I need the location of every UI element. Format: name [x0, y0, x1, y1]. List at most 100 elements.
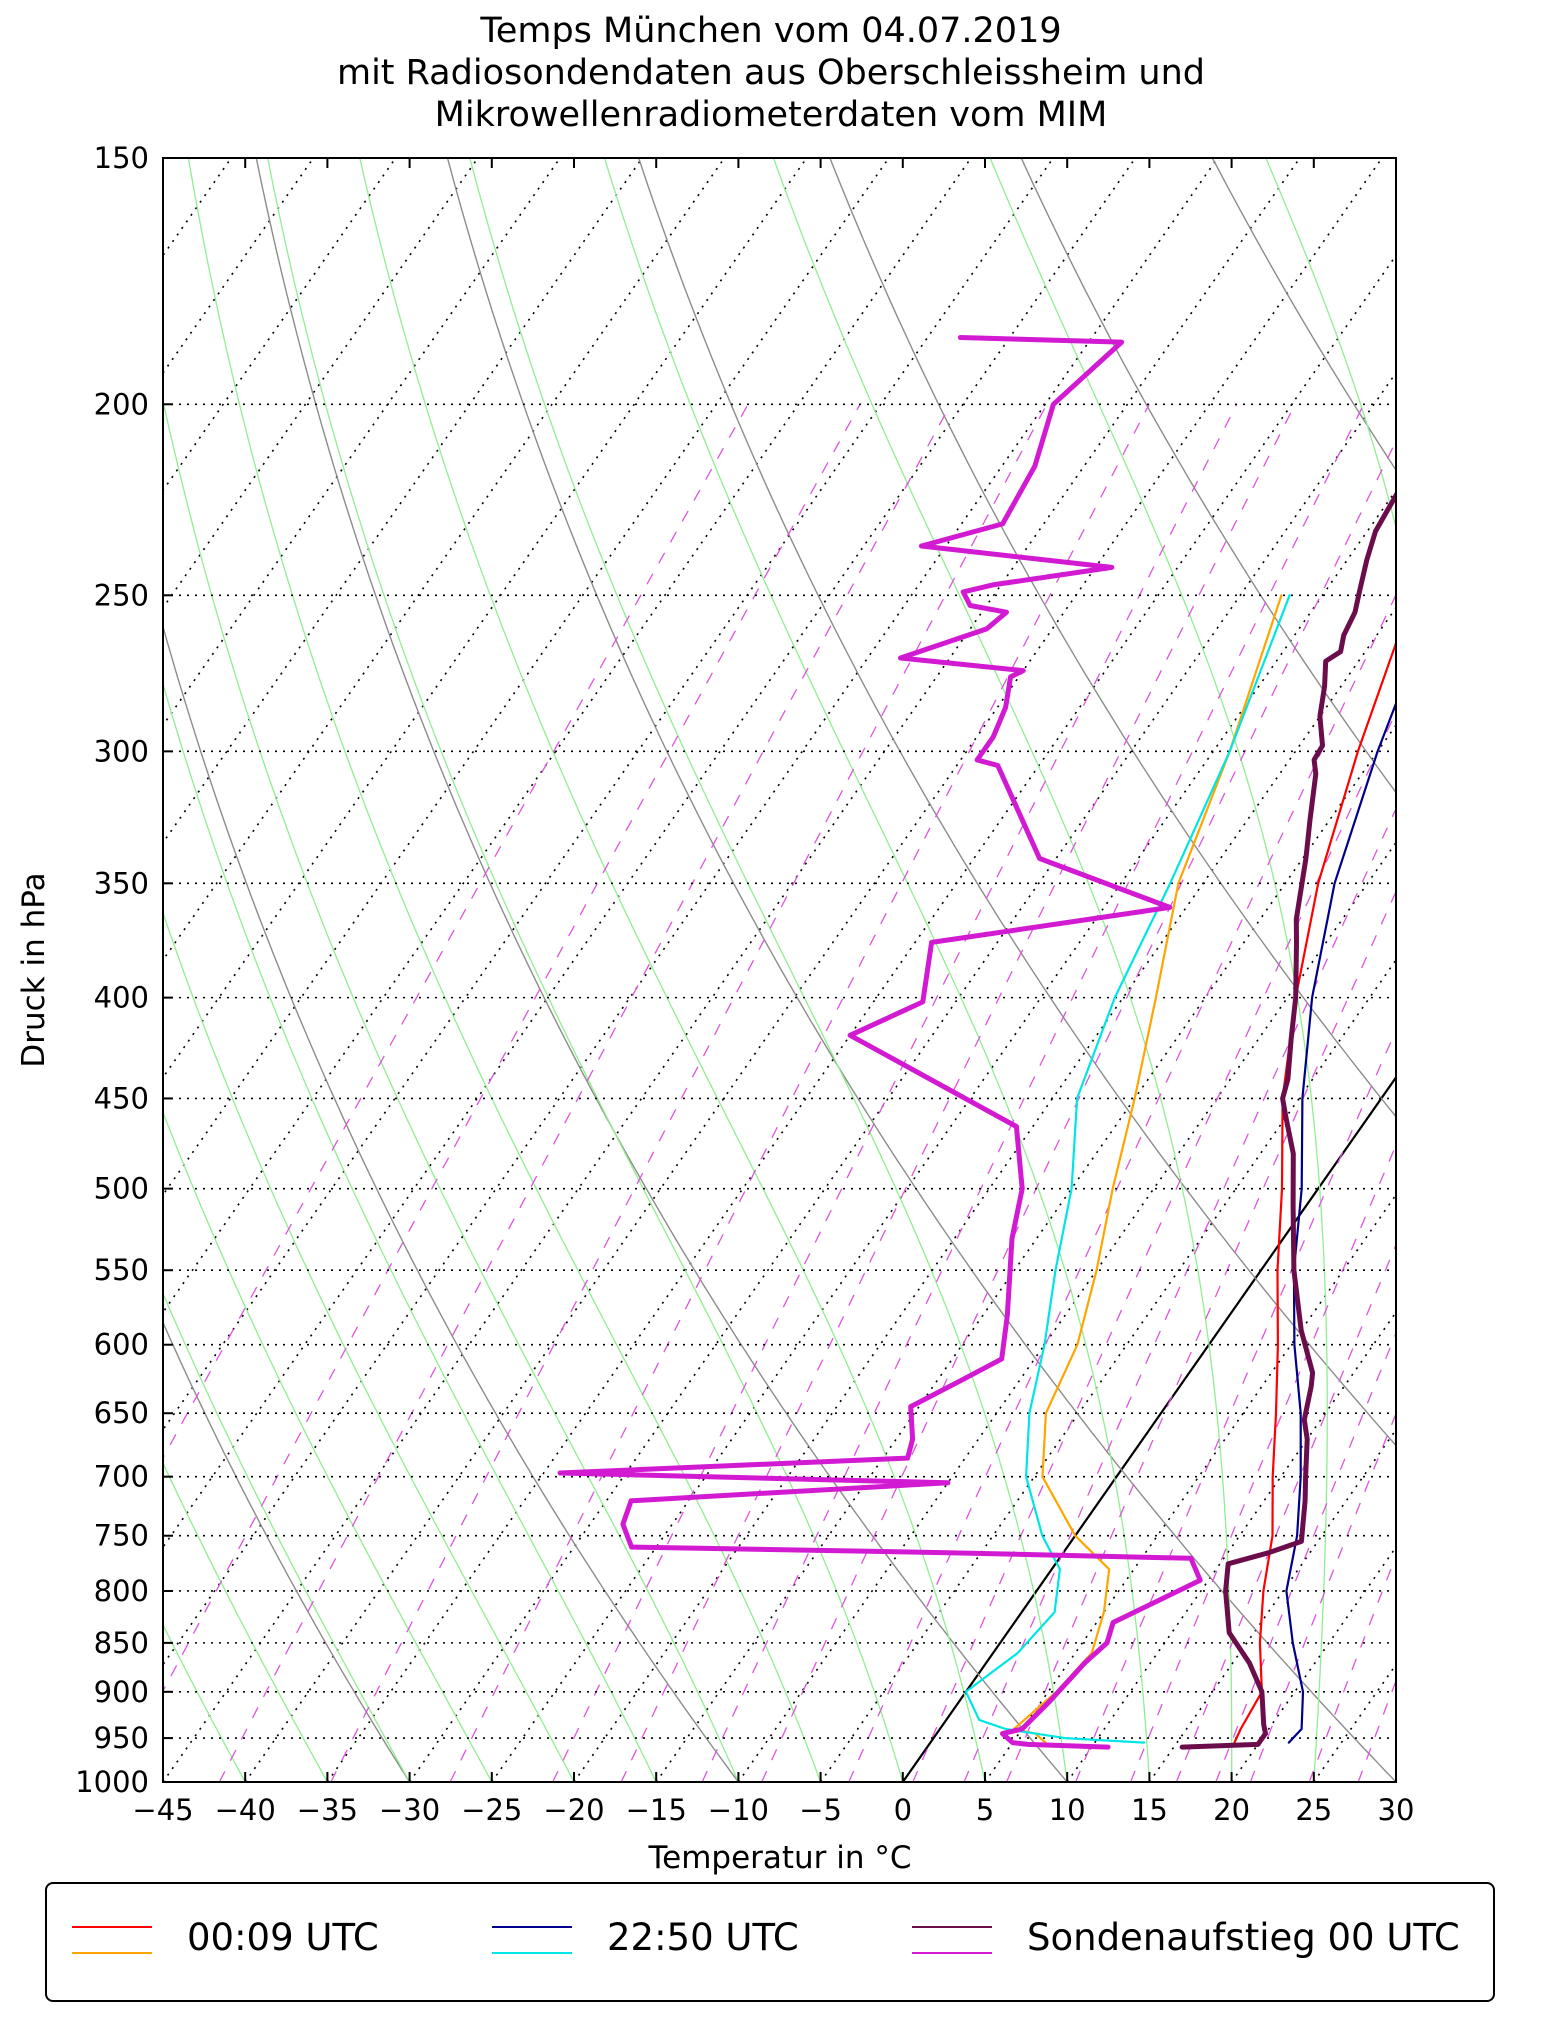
isotherm-line [1313, 1663, 1396, 1782]
isotherm-line [902, 1076, 1396, 1782]
mixing-ratio-line [1006, 890, 1396, 1782]
moist-adiabat-line [187, 158, 822, 1782]
moist-adiabat-line [1265, 158, 1396, 1782]
mixing-ratio-line [552, 404, 1238, 1782]
background-lines [163, 158, 1542, 1782]
legend-label: Sondenaufstieg 00 UTC [1027, 1916, 1460, 1959]
legend-label: 22:50 UTC [607, 1916, 799, 1959]
dry-adiabat-line [829, 158, 1396, 1118]
isotherm-line [163, 158, 1137, 1549]
y-tick-label: 850 [94, 1626, 149, 1660]
mixing-ratio-line [963, 807, 1396, 1782]
legend-swatch-dewpoint [72, 1952, 152, 1954]
chart-title-line-3: Mikrowellenradiometerdaten vom MIM [434, 95, 1108, 135]
series-line-temperature [1233, 639, 1396, 1744]
legend-swatch-temperature [72, 1926, 152, 1928]
zero-isotherm-line [901, 1075, 1396, 1782]
x-tick-label: 20 [1213, 1793, 1250, 1827]
x-tick-label: −30 [379, 1793, 440, 1827]
x-tick-label: −40 [215, 1793, 276, 1827]
axes: −45 −40 −35 −30 −25 −20 −15 −10 −5 0 5 10 15 20 25 30 15… [75, 141, 1414, 1827]
series-group [557, 335, 1396, 1750]
series-line-temperature [1179, 490, 1396, 1750]
moist-adiabat-line [772, 158, 1233, 1782]
dry-adiabat-line [1020, 158, 1396, 794]
moist-adiabat-line [1478, 158, 1542, 1782]
y-tick-label: 1000 [75, 1765, 149, 1799]
mixing-ratio-line [449, 403, 1150, 1782]
isotherm-line [1230, 1545, 1396, 1782]
moist-adiabat-line [267, 158, 904, 1782]
y-tick-label: 200 [94, 387, 149, 421]
isotherm-line [1395, 1780, 1396, 1782]
y-tick-label: 400 [94, 981, 149, 1015]
mixing-ratio-line [1400, 404, 1542, 1782]
mixing-ratio-line [218, 403, 952, 1782]
x-tick-label: 15 [1131, 1793, 1168, 1827]
isotherm-line [163, 158, 397, 492]
x-tick-label: −5 [799, 1793, 842, 1827]
mixing-ratio-line [1075, 1028, 1396, 1782]
isotherm-line [655, 723, 1396, 1782]
series-line-temperature [1285, 700, 1396, 1744]
x-tick-label: 10 [1049, 1793, 1086, 1827]
y-tick-label: 900 [94, 1675, 149, 1709]
y-tick-label: 700 [94, 1460, 149, 1494]
x-tick-label: 0 [894, 1793, 912, 1827]
x-tick-label: 30 [1378, 1793, 1415, 1827]
mixing-ratio-line [330, 403, 1048, 1782]
y-tick-label: 650 [94, 1396, 149, 1430]
isotherm-line [163, 158, 1054, 1432]
x-tick-label: −15 [626, 1793, 687, 1827]
dry-adiabat-line [1404, 158, 1542, 1782]
mixing-ratio-line [163, 403, 861, 1693]
moist-adiabat-line [163, 1292, 411, 1782]
legend-swatch-temperature [912, 1926, 992, 1928]
mixing-ratio-line [620, 404, 1296, 1782]
mixing-ratio-line [761, 439, 1396, 1782]
pressure-grid [163, 403, 1396, 1739]
chart-title: Temps München vom 04.07.2019 mit Radioso… [0, 10, 1542, 136]
mixing-ratio-line [1129, 1143, 1396, 1782]
y-tick-label: 550 [94, 1253, 149, 1287]
x-tick-label: −25 [461, 1793, 522, 1827]
y-tick-label: 300 [94, 734, 149, 768]
x-tick-label: −45 [132, 1793, 193, 1827]
mixing-ratio-line [1215, 1331, 1396, 1782]
x-tick-label: −10 [708, 1793, 769, 1827]
x-tick-label: 25 [1295, 1793, 1332, 1827]
isotherm-line [1066, 1310, 1396, 1782]
moist-adiabat-line [163, 397, 739, 1782]
legend-swatch-temperature [492, 1926, 572, 1928]
y-tick-label: 250 [94, 578, 149, 612]
legend-label: 00:09 UTC [187, 1916, 379, 1959]
mixing-ratio-line [1499, 404, 1542, 1782]
dry-adiabat-line [255, 158, 1068, 1782]
dry-adiabat-line [163, 1320, 411, 1782]
moist-adiabat-line [603, 158, 1151, 1782]
dry-adiabat-line [1211, 158, 1396, 472]
dry-adiabat-line [446, 158, 1396, 1782]
legend-swatch-dewpoint [912, 1952, 992, 1954]
moist-adiabat-line [163, 681, 657, 1782]
x-tick-label: 5 [976, 1793, 994, 1827]
chart-title-line-1: Temps München vom 04.07.2019 [480, 11, 1062, 51]
x-axis-label: Temperatur in °C [647, 1840, 911, 1876]
isotherm-line [1148, 1428, 1396, 1782]
series-line-dewpoint [964, 594, 1291, 1744]
moist-adiabat-line [163, 1110, 493, 1782]
moist-adiabat-line [163, 1623, 246, 1782]
x-tick-label: −20 [543, 1793, 604, 1827]
mixing-ratio-line [1175, 1243, 1396, 1782]
y-tick-label: 500 [94, 1172, 149, 1206]
isotherm-line [491, 488, 1396, 1782]
moist-adiabat-line [989, 158, 1328, 1782]
isotherm-line [244, 158, 1383, 1782]
y-tick-label: 800 [94, 1574, 149, 1608]
mixing-ratio-line [1249, 1411, 1396, 1782]
dry-adiabat-line [638, 158, 1396, 1447]
plot-frame [162, 157, 1397, 1783]
mixing-ratio-line [848, 593, 1396, 1782]
isotherm-line [1478, 158, 1542, 1782]
y-axis-label: Druck in hPa [16, 872, 52, 1067]
